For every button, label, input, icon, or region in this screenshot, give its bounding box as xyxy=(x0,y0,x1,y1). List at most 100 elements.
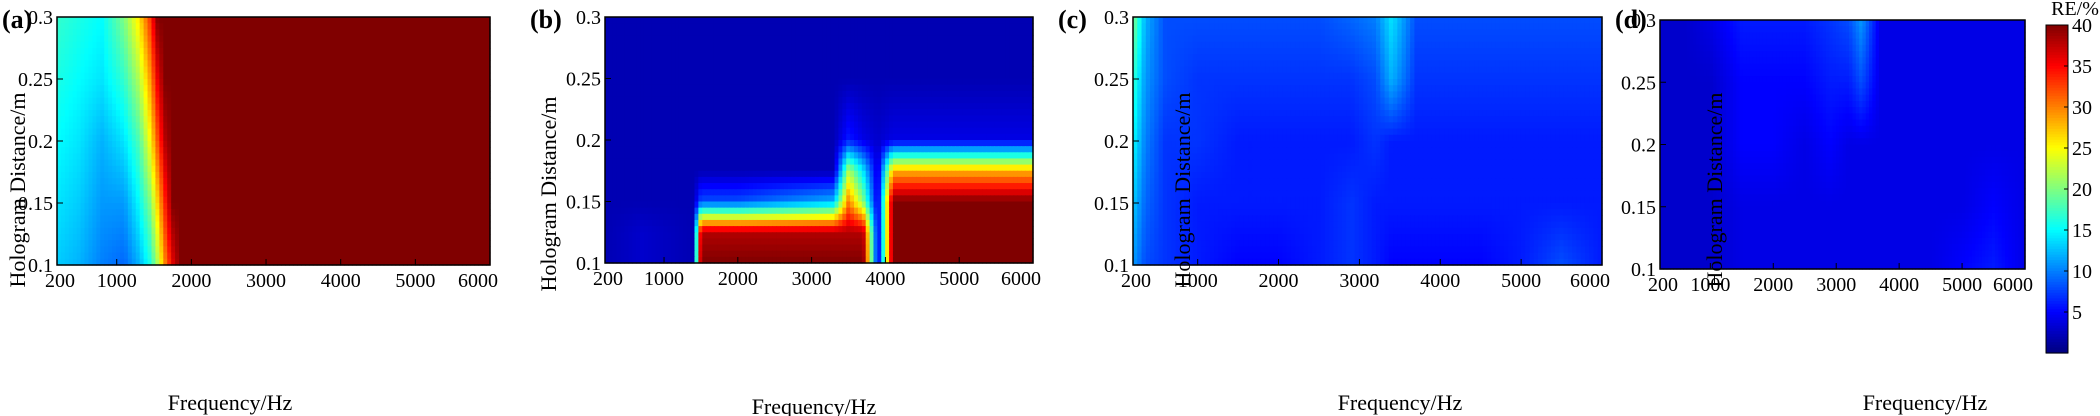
heatmap-cell xyxy=(800,17,804,24)
heatmap-cell xyxy=(226,110,231,117)
heatmap-cell xyxy=(360,160,365,167)
heatmap-cell xyxy=(439,191,444,198)
heatmap-cell xyxy=(65,85,70,92)
heatmap-cell xyxy=(819,29,823,36)
heatmap-cell xyxy=(305,209,310,216)
heatmap-cell xyxy=(702,42,706,49)
heatmap-cell xyxy=(124,166,129,173)
heatmap-cell xyxy=(207,240,212,247)
heatmap-cell xyxy=(388,110,393,117)
heatmap-cell xyxy=(466,147,471,154)
heatmap-cell xyxy=(439,122,444,129)
heatmap-cell xyxy=(940,23,944,30)
heatmap-cell xyxy=(329,42,334,49)
heatmap-cell xyxy=(772,23,776,30)
heatmap-cell xyxy=(108,209,113,216)
heatmap-cell xyxy=(222,48,227,55)
heatmap-cell xyxy=(112,116,117,123)
heatmap-cell xyxy=(329,79,334,86)
heatmap-cell xyxy=(297,141,302,148)
heatmap-cell xyxy=(423,160,428,167)
heatmap-cell xyxy=(317,203,322,210)
heatmap-cell xyxy=(285,42,290,49)
heatmap-cell xyxy=(388,228,393,235)
heatmap-cell xyxy=(986,29,990,36)
heatmap-cell xyxy=(399,23,404,30)
heatmap-cell xyxy=(242,135,247,142)
heatmap-cell xyxy=(226,73,231,80)
heatmap-cell xyxy=(250,67,255,74)
heatmap-cell xyxy=(944,35,948,42)
heatmap-cell xyxy=(407,178,412,185)
heatmap-cell xyxy=(167,104,172,111)
heatmap-cell xyxy=(218,60,223,67)
heatmap-cell xyxy=(238,203,243,210)
heatmap-cell xyxy=(120,228,125,235)
heatmap-cell xyxy=(262,240,267,247)
heatmap-cell xyxy=(1006,42,1010,49)
heatmap-cell xyxy=(274,48,279,55)
heatmap-cell xyxy=(120,85,125,92)
heatmap-cell xyxy=(230,29,235,36)
heatmap-cell xyxy=(270,122,275,129)
heatmap-cell xyxy=(761,23,765,30)
heatmap-cell xyxy=(462,191,467,198)
heatmap-cell xyxy=(372,98,377,105)
heatmap-cell xyxy=(191,36,196,43)
heatmap-cell xyxy=(784,29,788,36)
heatmap-cell xyxy=(242,153,247,160)
heatmap-cell xyxy=(462,215,467,222)
heatmap-cell xyxy=(191,240,196,247)
heatmap-cell xyxy=(77,110,82,117)
heatmap-cell xyxy=(924,35,928,42)
heatmap-cell xyxy=(151,209,156,216)
heatmap-cell xyxy=(636,29,640,36)
heatmap-cell xyxy=(427,17,432,24)
heatmap-cell xyxy=(321,122,326,129)
heatmap-cell xyxy=(281,129,286,136)
heatmap-cell xyxy=(384,54,389,61)
heatmap-cell xyxy=(250,191,255,198)
heatmap-cell xyxy=(214,79,219,86)
heatmap-cell xyxy=(230,160,235,167)
heatmap-cell xyxy=(92,147,97,154)
heatmap-cell xyxy=(368,253,373,260)
heatmap-cell xyxy=(104,73,109,80)
heatmap-cell xyxy=(203,48,208,55)
heatmap-cell xyxy=(120,17,125,24)
heatmap-cell xyxy=(246,42,251,49)
heatmap-cell xyxy=(640,48,644,55)
heatmap-cell xyxy=(120,153,125,160)
heatmap-cell xyxy=(254,91,259,98)
heatmap-cell xyxy=(214,253,219,260)
heatmap-cell xyxy=(151,141,156,148)
heatmap-cell xyxy=(218,240,223,247)
heatmap-cell xyxy=(994,29,998,36)
heatmap-cell xyxy=(159,42,164,49)
heatmap-cell xyxy=(730,17,734,24)
heatmap-cell xyxy=(396,234,401,241)
heatmap-cell xyxy=(218,184,223,191)
heatmap-cell xyxy=(301,42,306,49)
heatmap-cell xyxy=(214,228,219,235)
heatmap-cell xyxy=(419,253,424,260)
heatmap-cell xyxy=(889,35,893,42)
heatmap-cell xyxy=(73,116,78,123)
heatmap-cell xyxy=(85,116,90,123)
heatmap-cell xyxy=(380,253,385,260)
heatmap-cell xyxy=(104,135,109,142)
heatmap-cell xyxy=(1006,17,1010,24)
heatmap-cell xyxy=(179,209,184,216)
heatmap-cell xyxy=(274,191,279,198)
heatmap-cell xyxy=(289,104,294,111)
heatmap-cell xyxy=(191,184,196,191)
heatmap-cells xyxy=(57,17,491,266)
heatmap-cell xyxy=(340,166,345,173)
heatmap-cell xyxy=(309,203,314,210)
heatmap-cell xyxy=(92,36,97,43)
heatmap-cell xyxy=(423,98,428,105)
heatmap-cell xyxy=(482,129,487,136)
heatmap-cell xyxy=(211,104,216,111)
heatmap-cell xyxy=(136,209,141,216)
heatmap-cell xyxy=(419,209,424,216)
